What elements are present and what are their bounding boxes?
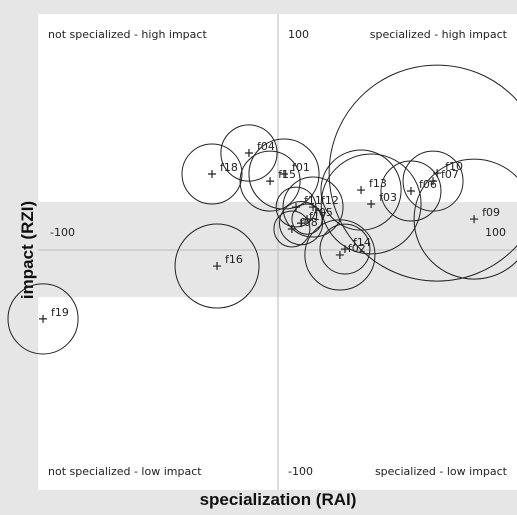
point-marker (297, 219, 306, 228)
bubble (320, 153, 422, 255)
x-axis-title: specialization (RAI) (200, 490, 357, 509)
quadrant-label: specialized - high impact (370, 28, 508, 41)
x-tick-label: 100 (485, 226, 506, 239)
point-marker (357, 186, 366, 195)
bubble (273, 210, 311, 248)
point-marker (470, 215, 479, 224)
point-marker (213, 262, 222, 271)
point-label: f13 (369, 177, 387, 190)
point-marker (280, 170, 288, 179)
bubble (413, 158, 517, 280)
x-tick-label: -100 (50, 226, 75, 239)
point-marker (266, 177, 275, 186)
point-marker (340, 245, 349, 254)
point-marker (39, 314, 48, 323)
point-label: f10 (445, 160, 463, 173)
point-label: f19 (51, 306, 69, 319)
bubble (402, 150, 464, 212)
point-label: f17 (309, 210, 327, 223)
point-marker (335, 250, 344, 259)
bubble (319, 223, 371, 275)
bubble (7, 283, 79, 355)
point-marker (406, 187, 415, 195)
point-label: f04 (257, 140, 275, 153)
point-marker (208, 170, 216, 179)
point-label: f02 (348, 242, 366, 255)
bubble (239, 150, 301, 212)
point-label: f18 (220, 161, 238, 174)
point-marker (429, 177, 438, 186)
y-tick-label: -100 (288, 465, 313, 478)
point-marker (433, 169, 442, 178)
point-label: f12 (321, 194, 339, 207)
quadrant-label: specialized - low impact (375, 465, 508, 478)
quadrant-label: not specialized - low impact (48, 465, 202, 478)
point-label: f05 (315, 206, 333, 219)
point-marker (367, 199, 376, 208)
bubble (220, 124, 278, 182)
bubble (181, 143, 243, 205)
point-marker (244, 149, 253, 158)
bubble (174, 223, 260, 309)
point-label: f09 (482, 206, 500, 219)
point-marker (292, 203, 300, 212)
point-label: f11 (304, 194, 322, 207)
point-label: f03 (379, 191, 397, 204)
point-label: f07 (441, 168, 459, 181)
y-axis-title: impact (RZI) (18, 201, 37, 299)
point-label: f15 (278, 168, 296, 181)
point-label: f16 (225, 253, 243, 266)
point-label: f14 (353, 236, 371, 249)
bubble (328, 64, 517, 282)
point-label: f01 (292, 161, 310, 174)
bubble (278, 200, 324, 246)
y-tick-label: 100 (288, 28, 309, 41)
quadrant-label: not specialized - high impact (48, 28, 207, 41)
bubble (282, 176, 344, 238)
